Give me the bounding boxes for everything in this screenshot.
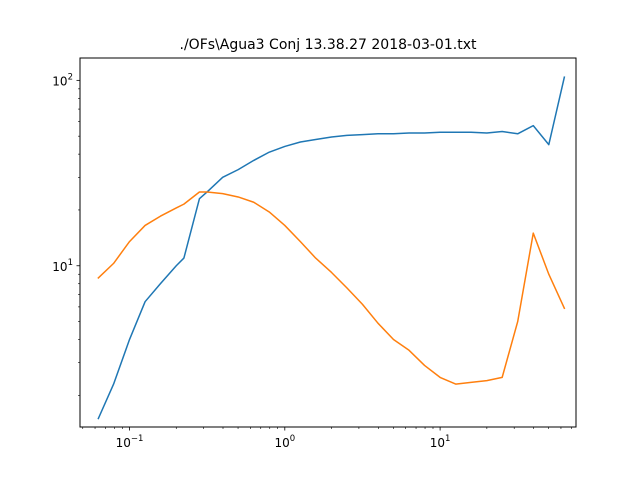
y-tick-exponent: 1	[68, 258, 73, 268]
y-tick-exponent: 2	[68, 72, 73, 82]
y-tick-label: 102	[52, 72, 73, 88]
x-tick-exponent: 0	[290, 434, 295, 444]
series-line-1	[97, 76, 566, 420]
x-tick-label: 100	[274, 434, 295, 450]
plot-frame	[79, 57, 577, 428]
x-tick-exponent: −1	[131, 434, 144, 444]
chart-title: ./OFs\Agua3 Conj 13.38.27 2018-03-01.txt	[180, 37, 477, 53]
y-tick-base: 10	[52, 260, 67, 274]
x-tick-exponent: 1	[445, 434, 450, 444]
x-tick-base: 10	[274, 436, 289, 450]
x-tick-base: 10	[430, 436, 445, 450]
y-tick-base: 10	[52, 74, 67, 88]
x-tick-label: 10−1	[116, 434, 144, 450]
y-tick-label: 101	[52, 258, 73, 274]
series-layer	[97, 76, 566, 420]
x-axis: 10−1 100 101	[82, 427, 572, 450]
x-tick-base: 10	[116, 436, 131, 450]
x-tick-label: 101	[430, 434, 451, 450]
series-line-2	[97, 191, 566, 385]
